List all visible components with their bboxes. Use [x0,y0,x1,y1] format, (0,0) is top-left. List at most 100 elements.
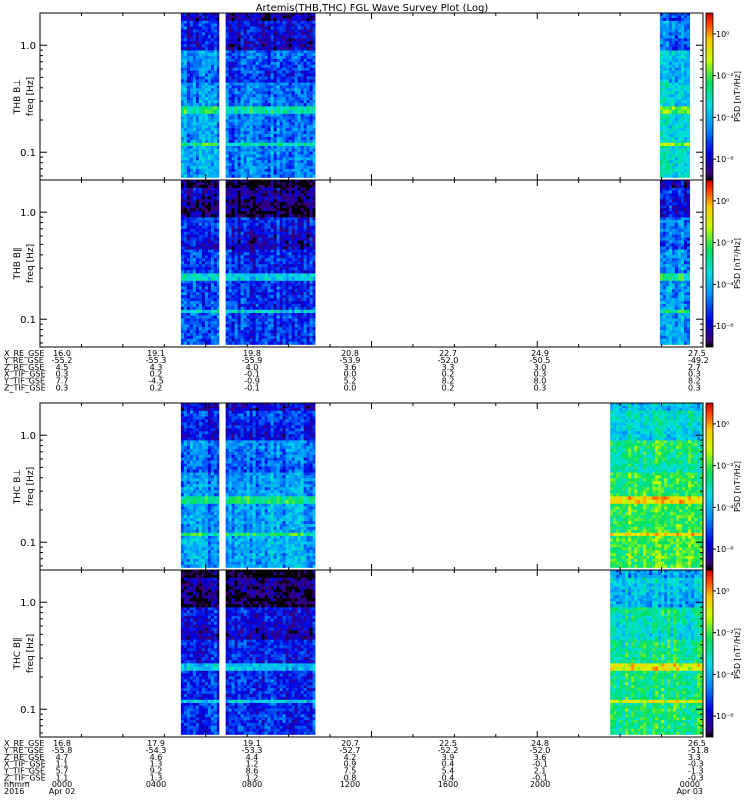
ephemeris-row-name: X_RE_GSE [4,739,44,748]
ephemeris-value: 8.2 [442,377,455,386]
time-tick-label: 0000 [52,780,72,789]
spectrogram-segment [610,570,704,735]
ephemeris-value: 20.7 [341,739,359,748]
panel-freq-label: freq [Hz] [26,634,36,673]
ephemeris-value: 3.6 [344,363,357,372]
ephemeris-row-name: Y_RE_GSE [3,356,44,365]
ephemeris-row-name: Z_RE_GSE [4,363,44,372]
ephemeris-value: 0.3 [534,370,547,379]
ephemeris-value: 2.1 [534,767,547,776]
ephemeris-value: -1.3 [688,767,704,776]
time-tick-label: 0400 [146,780,166,789]
time-tick-label: 1200 [340,780,360,789]
colorbar-tick-label: 10⁻⁶ [716,322,734,331]
ephemeris-value: -52.0 [530,746,551,755]
ephemeris-value: 24.9 [531,349,549,358]
panel-probe-label: THC B∥ [13,637,23,670]
ephemeris-value: 27.5 [688,349,706,358]
ephemeris-value: 0.0 [344,370,357,379]
ephemeris-value: -55.9 [242,356,263,365]
ephemeris-value: 9.2 [150,767,163,776]
colorbar-tick-label: 10⁻⁴ [716,280,734,289]
ephemeris-value: -54.3 [146,746,167,755]
spectrogram-segment [180,570,220,735]
ephemeris-value: 5.7 [56,767,69,776]
ephemeris-value: 0.9 [344,760,357,769]
ephemeris-value: 0.4 [442,774,455,783]
ephemeris-value: 1.1 [56,760,69,769]
panel-freq-label: freq [Hz] [26,77,36,116]
ephemeris-value: 8.6 [246,767,259,776]
ephemeris-value: 5.4 [442,767,455,776]
date-label: Apr 03 [676,787,703,796]
time-tick-label: 0800 [242,780,262,789]
spectrogram-segment [180,13,220,178]
time-tick-label: 0000 [680,780,700,789]
ephemeris-value: 24.8 [531,739,549,748]
ephemeris-value: 16.0 [53,349,71,358]
ephemeris-row-name: X_TIF_GSE [4,760,46,769]
ephemeris-value: 1.3 [150,774,163,783]
ephemeris-value: -51.8 [688,746,709,755]
y-tick-label: 0.1 [20,538,36,549]
ephemeris-value: 8.2 [688,377,701,386]
ephemeris-value: 3.3 [442,363,455,372]
ephemeris-value: 0.3 [688,384,701,393]
ephemeris-value: -53.3 [242,746,263,755]
spectrogram-segment [225,570,316,735]
ephemeris-value: 1.2 [246,774,259,783]
ephemeris-value: 0.2 [150,370,163,379]
ephemeris-value: 0.2 [442,370,455,379]
ephemeris-row-name: Y_TIF_GSE [3,767,45,776]
ephemeris-value: 19.8 [243,349,261,358]
y-tick-label: 0.1 [20,148,36,159]
panel-probe-label: THB B∥ [13,248,23,281]
ephemeris-value: -0.1 [244,384,260,393]
colorbar-label: PSD [nT²/Hz] [733,461,742,512]
panel-freq-label: freq [Hz] [26,467,36,506]
ephemeris-row-name: Z_TIF_GSE [4,384,46,393]
spectrogram-segment [225,403,316,568]
ephemeris-value: -0.1 [532,760,548,769]
ephemeris-value: 3.3 [688,753,701,762]
ephemeris-value: 0.2 [150,384,163,393]
spectrogram-segment [659,180,691,345]
time-tick-label: 1600 [438,780,458,789]
ephemeris-value: 4.0 [246,363,259,372]
ephemeris-row-name: Z_RE_GSE [4,753,44,762]
spectrogram-panel: 0.1 1.0 THB B∥ freq [Hz] 10⁰ 10⁻² 10⁻⁴ 10⁻⁶ PSD … [13,179,742,348]
ephemeris-value: -52.0 [438,356,459,365]
ephemeris-row-name: Z_TIF_GSE [4,774,46,783]
ephemeris-table: X_RE_GSE 16.0 19.1 19.8 20.8 22.7 24.9 27.5 Y_RE… [3,349,709,393]
ephemeris-value: 0.3 [56,370,69,379]
colorbar: 10⁰ 10⁻² 10⁻⁴ 10⁻⁶ PSD [nT²/Hz] [705,402,742,571]
ephemeris-value: 3.6 [534,753,547,762]
colorbar-tick-label: 10⁻² [716,239,734,248]
spectrogram-segment [180,403,220,568]
colorbar-label: PSD [nT²/Hz] [733,628,742,679]
colorbar-tick-label: 10⁻⁴ [716,113,734,122]
ephemeris-value: 17.9 [147,739,165,748]
colorbar-tick-label: 10⁻⁴ [716,670,734,679]
ephemeris-value: 0.8 [344,774,357,783]
spectrogram-segment [225,180,316,345]
colorbar-label: PSD [nT²/Hz] [733,71,742,122]
ephemeris-value: -52.7 [340,746,361,755]
ephemeris-value: 2.7 [688,363,701,372]
ephemeris-value: 20.8 [341,349,359,358]
ephemeris-value: 8.0 [534,377,547,386]
ephemeris-value: 7.5 [344,767,357,776]
ephemeris-value: -0.3 [688,760,704,769]
ephemeris-value: 0.3 [534,384,547,393]
y-tick-label: 0.1 [20,315,36,326]
colorbar-tick-label: 10⁻⁶ [716,712,734,721]
ephemeris-value: 4.7 [56,753,69,762]
ephemeris-value: 19.1 [147,349,165,358]
time-row-label: hhmm [4,780,30,789]
ephemeris-value: 1.2 [246,760,259,769]
panel-probe-label: THC B⊥ [13,469,23,506]
colorbar-tick-label: 10⁻² [716,462,734,471]
ephemeris-value: -0.3 [688,774,704,783]
